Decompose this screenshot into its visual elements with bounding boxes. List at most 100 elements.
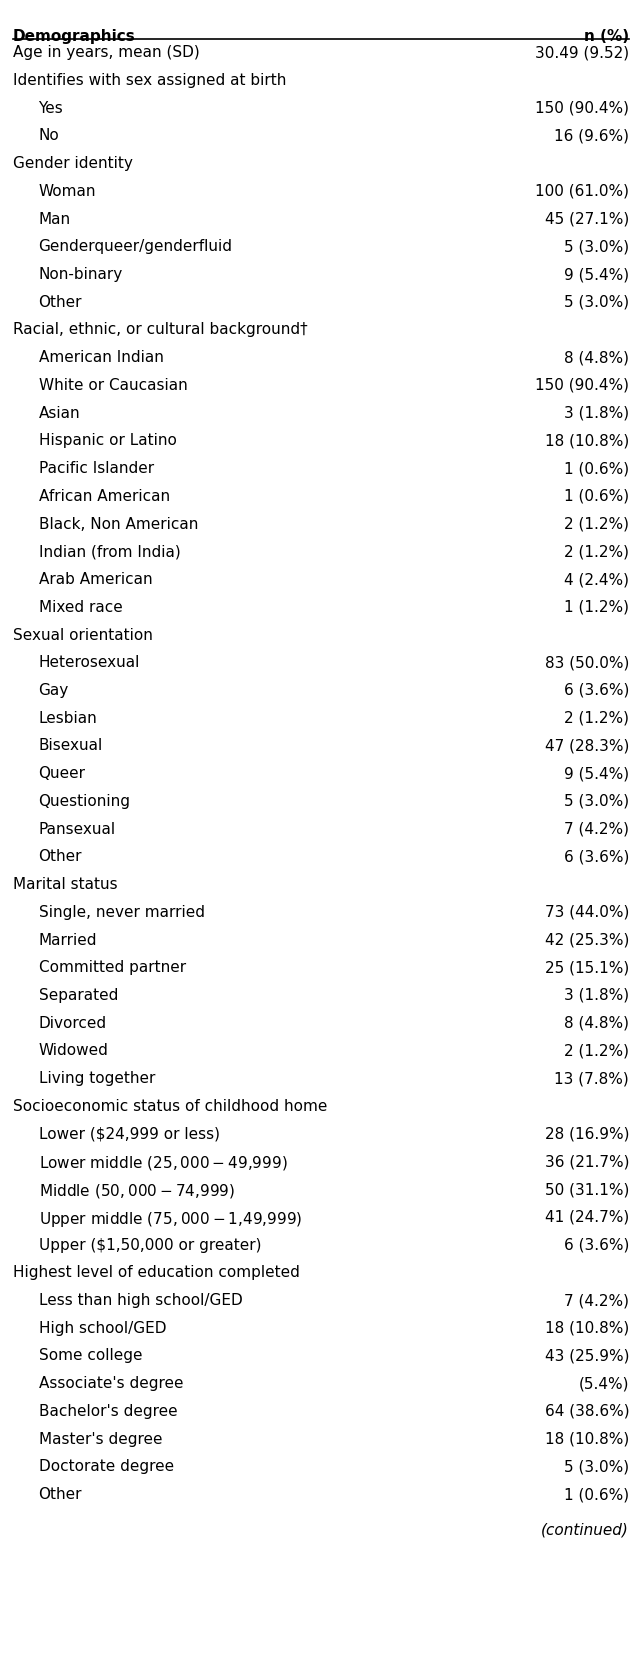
Text: Black, Non American: Black, Non American [39, 517, 198, 532]
Text: 36 (21.7%): 36 (21.7%) [544, 1155, 629, 1170]
Text: (continued): (continued) [541, 1523, 629, 1538]
Text: 73 (44.0%): 73 (44.0%) [545, 905, 629, 920]
Text: Marital status: Marital status [13, 877, 117, 891]
Text: Bisexual: Bisexual [39, 739, 103, 754]
Text: 3 (1.8%): 3 (1.8%) [564, 406, 629, 421]
Text: 64 (38.6%): 64 (38.6%) [544, 1403, 629, 1418]
Text: Some college: Some college [39, 1349, 142, 1364]
Text: Pacific Islander: Pacific Islander [39, 461, 153, 476]
Text: Age in years, mean (SD): Age in years, mean (SD) [13, 45, 200, 60]
Text: Single, never married: Single, never married [39, 905, 205, 920]
Text: African American: African American [39, 489, 169, 504]
Text: 5 (3.0%): 5 (3.0%) [564, 794, 629, 809]
Text: 1 (1.2%): 1 (1.2%) [564, 600, 629, 615]
Text: 1 (0.6%): 1 (0.6%) [564, 461, 629, 476]
Text: 6 (3.6%): 6 (3.6%) [564, 850, 629, 865]
Text: Upper ($1,50,000 or greater): Upper ($1,50,000 or greater) [39, 1238, 261, 1253]
Text: 150 (90.4%): 150 (90.4%) [535, 378, 629, 393]
Text: Highest level of education completed: Highest level of education completed [13, 1266, 300, 1281]
Text: Married: Married [39, 933, 97, 948]
Text: 47 (28.3%): 47 (28.3%) [545, 739, 629, 754]
Text: Indian (from India): Indian (from India) [39, 543, 180, 560]
Text: Divorced: Divorced [39, 1016, 107, 1031]
Text: 6 (3.6%): 6 (3.6%) [564, 683, 629, 698]
Text: Questioning: Questioning [39, 794, 130, 809]
Text: Gender identity: Gender identity [13, 156, 133, 171]
Text: n (%): n (%) [584, 28, 629, 43]
Text: 5 (3.0%): 5 (3.0%) [564, 295, 629, 310]
Text: 41 (24.7%): 41 (24.7%) [545, 1210, 629, 1225]
Text: Separated: Separated [39, 988, 118, 1002]
Text: Hispanic or Latino: Hispanic or Latino [39, 434, 177, 449]
Text: 16 (9.6%): 16 (9.6%) [554, 128, 629, 144]
Text: American Indian: American Indian [39, 350, 164, 365]
Text: Demographics: Demographics [13, 28, 135, 43]
Text: 43 (25.9%): 43 (25.9%) [544, 1349, 629, 1364]
Text: 9 (5.4%): 9 (5.4%) [564, 267, 629, 282]
Text: Identifies with sex assigned at birth: Identifies with sex assigned at birth [13, 73, 286, 88]
Text: 7 (4.2%): 7 (4.2%) [564, 822, 629, 837]
Text: White or Caucasian: White or Caucasian [39, 378, 187, 393]
Text: 18 (10.8%): 18 (10.8%) [545, 434, 629, 449]
Text: Lower middle ($25,000-$49,999): Lower middle ($25,000-$49,999) [39, 1155, 287, 1173]
Text: Doctorate degree: Doctorate degree [39, 1460, 173, 1475]
Text: Lesbian: Lesbian [39, 711, 98, 726]
Text: 9 (5.4%): 9 (5.4%) [564, 766, 629, 780]
Text: 4 (2.4%): 4 (2.4%) [564, 572, 629, 587]
Text: Other: Other [39, 1486, 82, 1503]
Text: Heterosexual: Heterosexual [39, 655, 140, 669]
Text: Lower ($24,999 or less): Lower ($24,999 or less) [39, 1127, 220, 1142]
Text: Less than high school/GED: Less than high school/GED [39, 1292, 242, 1307]
Text: Widowed: Widowed [39, 1044, 108, 1059]
Text: 18 (10.8%): 18 (10.8%) [545, 1321, 629, 1336]
Text: High school/GED: High school/GED [39, 1321, 166, 1336]
Text: 2 (1.2%): 2 (1.2%) [564, 517, 629, 532]
Text: 7 (4.2%): 7 (4.2%) [564, 1292, 629, 1307]
Text: 83 (50.0%): 83 (50.0%) [545, 655, 629, 669]
Text: Bachelor's degree: Bachelor's degree [39, 1403, 177, 1418]
Text: Non-binary: Non-binary [39, 267, 123, 282]
Text: Other: Other [39, 850, 82, 865]
Text: Man: Man [39, 212, 71, 227]
Text: Associate's degree: Associate's degree [39, 1377, 183, 1392]
Text: 13 (7.8%): 13 (7.8%) [555, 1070, 629, 1087]
Text: Socioeconomic status of childhood home: Socioeconomic status of childhood home [13, 1099, 327, 1114]
Text: 5 (3.0%): 5 (3.0%) [564, 1460, 629, 1475]
Text: Committed partner: Committed partner [39, 961, 186, 976]
Text: 45 (27.1%): 45 (27.1%) [545, 212, 629, 227]
Text: Middle ($50,000-$74,999): Middle ($50,000-$74,999) [39, 1181, 235, 1200]
Text: 50 (31.1%): 50 (31.1%) [545, 1181, 629, 1196]
Text: 2 (1.2%): 2 (1.2%) [564, 543, 629, 560]
Text: Mixed race: Mixed race [39, 600, 122, 615]
Text: Asian: Asian [39, 406, 80, 421]
Text: (5.4%): (5.4%) [578, 1377, 629, 1392]
Text: 5 (3.0%): 5 (3.0%) [564, 239, 629, 254]
Text: Genderqueer/genderfluid: Genderqueer/genderfluid [39, 239, 232, 254]
Text: No: No [39, 128, 59, 144]
Text: Yes: Yes [39, 101, 64, 116]
Text: 1 (0.6%): 1 (0.6%) [564, 489, 629, 504]
Text: 25 (15.1%): 25 (15.1%) [545, 961, 629, 976]
Text: 100 (61.0%): 100 (61.0%) [535, 184, 629, 199]
Text: 8 (4.8%): 8 (4.8%) [564, 350, 629, 365]
Text: Arab American: Arab American [39, 572, 152, 587]
Text: 42 (25.3%): 42 (25.3%) [545, 933, 629, 948]
Text: Racial, ethnic, or cultural background†: Racial, ethnic, or cultural background† [13, 323, 308, 338]
Text: 6 (3.6%): 6 (3.6%) [564, 1238, 629, 1253]
Text: 30.49 (9.52): 30.49 (9.52) [535, 45, 629, 60]
Text: 3 (1.8%): 3 (1.8%) [564, 988, 629, 1002]
Text: 8 (4.8%): 8 (4.8%) [564, 1016, 629, 1031]
Text: Other: Other [39, 295, 82, 310]
Text: 2 (1.2%): 2 (1.2%) [564, 1044, 629, 1059]
Text: Upper middle ($75,000-$1,49,999): Upper middle ($75,000-$1,49,999) [39, 1210, 302, 1229]
Text: 18 (10.8%): 18 (10.8%) [545, 1432, 629, 1447]
Text: 150 (90.4%): 150 (90.4%) [535, 101, 629, 116]
Text: Living together: Living together [39, 1070, 155, 1087]
Text: 1 (0.6%): 1 (0.6%) [564, 1486, 629, 1503]
Text: 28 (16.9%): 28 (16.9%) [544, 1127, 629, 1142]
Text: Pansexual: Pansexual [39, 822, 116, 837]
Text: Queer: Queer [39, 766, 85, 780]
Text: Gay: Gay [39, 683, 69, 698]
Text: Sexual orientation: Sexual orientation [13, 628, 153, 643]
Text: Woman: Woman [39, 184, 96, 199]
